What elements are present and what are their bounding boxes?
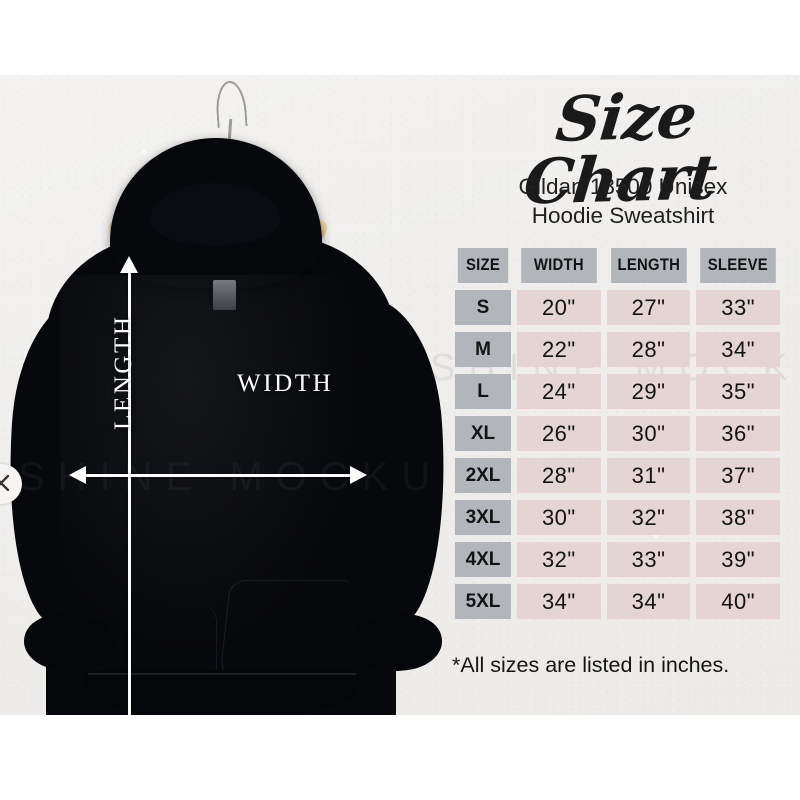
cell-size: 3XL: [455, 500, 511, 535]
cell-size: S: [455, 290, 511, 325]
cell-width: 32": [517, 542, 601, 577]
hoodie-pocket-left-edge: [96, 605, 217, 695]
cell-length: 27": [606, 290, 691, 325]
arrow-right-icon: [350, 466, 367, 484]
cell-width: 22": [517, 332, 601, 367]
cell-width: 28": [517, 458, 601, 493]
column-header-size: SIZE: [457, 248, 509, 283]
table-row: 3XL 30" 32" 38": [455, 500, 781, 535]
cell-width: 34": [517, 584, 601, 619]
column-header-width: WIDTH: [521, 248, 597, 283]
cell-size: L: [455, 374, 511, 409]
table-row: L 24" 29" 35": [455, 374, 781, 409]
arrow-left-icon: [69, 466, 86, 484]
table-row: 2XL 28" 31" 37": [455, 458, 781, 493]
hoodie-hood-opening: [150, 183, 280, 245]
cell-sleeve: 38": [696, 500, 781, 535]
table-row: 4XL 32" 33" 39": [455, 542, 781, 577]
hoodie-garment: [0, 75, 470, 715]
cell-sleeve: 40": [696, 584, 781, 619]
corner-badge-icon: [0, 464, 22, 504]
length-guide-line: [128, 265, 131, 715]
length-measurement-label: LENGTH: [110, 314, 137, 430]
table-row: M 22" 28" 34": [455, 332, 781, 367]
subtitle-line-2: Hoodie Sweatshirt: [531, 202, 715, 228]
cell-length: 32": [606, 500, 691, 535]
cell-sleeve: 35": [696, 374, 781, 409]
hoodie-hem: [84, 670, 360, 715]
cell-size: M: [455, 332, 511, 367]
hoodie-hem-seam: [88, 673, 356, 675]
cell-size: 2XL: [455, 458, 511, 493]
cell-size: 4XL: [455, 542, 511, 577]
cell-sleeve: 33": [696, 290, 781, 325]
cell-sleeve: 34": [696, 332, 781, 367]
info-panel: Size Chart Gildan 18500 Unisex Hoodie Sw…: [450, 75, 800, 715]
cell-length: 29": [606, 374, 691, 409]
arrow-up-icon: [120, 256, 138, 273]
cell-width: 20": [517, 290, 601, 325]
cell-width: 26": [517, 416, 601, 451]
column-header-sleeve: SLEEVE: [700, 248, 776, 283]
cell-size: XL: [455, 416, 511, 451]
cell-length: 34": [606, 584, 691, 619]
column-header-length: LENGTH: [610, 248, 687, 283]
size-chart-table: SIZE WIDTH LENGTH SLEEVE S 20" 27" 33" M…: [455, 248, 781, 626]
cell-length: 28": [606, 332, 691, 367]
cell-size: 5XL: [455, 584, 511, 619]
subtitle-line-1: Gildan 18500 Unisex: [518, 174, 728, 199]
cell-width: 30": [517, 500, 601, 535]
product-subtitle: Gildan 18500 Unisex Hoodie Sweatshirt: [456, 173, 790, 231]
cell-sleeve: 39": [696, 542, 781, 577]
cell-length: 30": [606, 416, 691, 451]
hoodie-neck-tag: [213, 280, 236, 310]
watermark-shine-mockup-left: SHINE MOCKUP: [18, 455, 483, 500]
table-row: S 20" 27" 33": [455, 290, 781, 325]
product-photo-area: SHINE MOCKUP SHINE MOCKUP WIDTH LENGTH S…: [0, 75, 800, 715]
table-row: 5XL 34" 34" 40": [455, 584, 781, 619]
cell-sleeve: 37": [696, 458, 781, 493]
cell-width: 24": [517, 374, 601, 409]
cell-sleeve: 36": [696, 416, 781, 451]
table-header-row: SIZE WIDTH LENGTH SLEEVE: [455, 248, 780, 283]
width-guide-line: [78, 474, 358, 477]
table-row: XL 26" 30" 36": [455, 416, 781, 451]
cell-length: 31": [606, 458, 691, 493]
cell-length: 33": [606, 542, 691, 577]
units-footnote: *All sizes are listed in inches.: [452, 653, 730, 677]
width-measurement-label: WIDTH: [237, 370, 334, 397]
